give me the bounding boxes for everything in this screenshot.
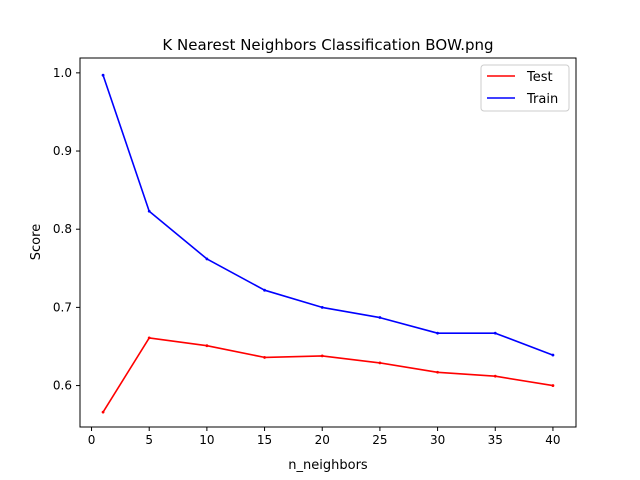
x-tick-label: 15 xyxy=(257,433,272,447)
data-point-test xyxy=(436,370,439,374)
legend-label-test: Test xyxy=(526,70,553,85)
x-tick-label: 30 xyxy=(430,433,445,447)
data-point-train xyxy=(263,288,266,292)
legend-label-train: Train xyxy=(526,92,558,107)
data-point-test xyxy=(101,410,105,414)
data-point-train xyxy=(147,209,151,213)
y-tick-label: 1.0 xyxy=(53,66,72,80)
data-point-train xyxy=(320,305,324,309)
x-tick-label: 5 xyxy=(145,433,153,447)
data-point-train xyxy=(378,316,382,319)
x-tick-label: 20 xyxy=(315,433,330,447)
x-tick-label: 10 xyxy=(199,433,214,447)
x-tick-label: 25 xyxy=(372,433,387,447)
x-axis-label: n_neighbors xyxy=(288,458,368,473)
data-point-train xyxy=(436,331,439,335)
data-point-train xyxy=(205,257,209,261)
y-tick-label: 0.8 xyxy=(53,222,72,236)
x-tick-label: 40 xyxy=(545,433,560,447)
data-point-train xyxy=(101,73,105,77)
data-point-train xyxy=(493,331,497,335)
data-point-test xyxy=(147,336,151,340)
data-point-test xyxy=(551,384,555,387)
y-axis-label: Score xyxy=(29,224,44,260)
data-point-test xyxy=(493,374,497,378)
data-point-test xyxy=(320,354,324,358)
legend: Test Train xyxy=(480,64,570,112)
y-tick-label: 0.6 xyxy=(53,379,72,393)
data-point-train xyxy=(551,353,555,357)
x-tick-label: 35 xyxy=(488,433,503,447)
x-tick-label: 0 xyxy=(88,433,96,447)
data-point-test xyxy=(205,344,209,348)
chart-title: K Nearest Neighbors Classification BOW.p… xyxy=(162,36,493,54)
plot-area xyxy=(101,73,555,414)
y-tick-label: 0.7 xyxy=(53,300,72,314)
data-point-test xyxy=(378,361,382,365)
y-tick-label: 0.9 xyxy=(53,144,72,158)
axes-frame xyxy=(79,57,577,428)
data-point-test xyxy=(263,356,266,359)
axis-ticks: 0 5 10 15 20 25 30 35 40 0.6 0.7 0.8 0.9 1.0 xyxy=(53,66,561,447)
